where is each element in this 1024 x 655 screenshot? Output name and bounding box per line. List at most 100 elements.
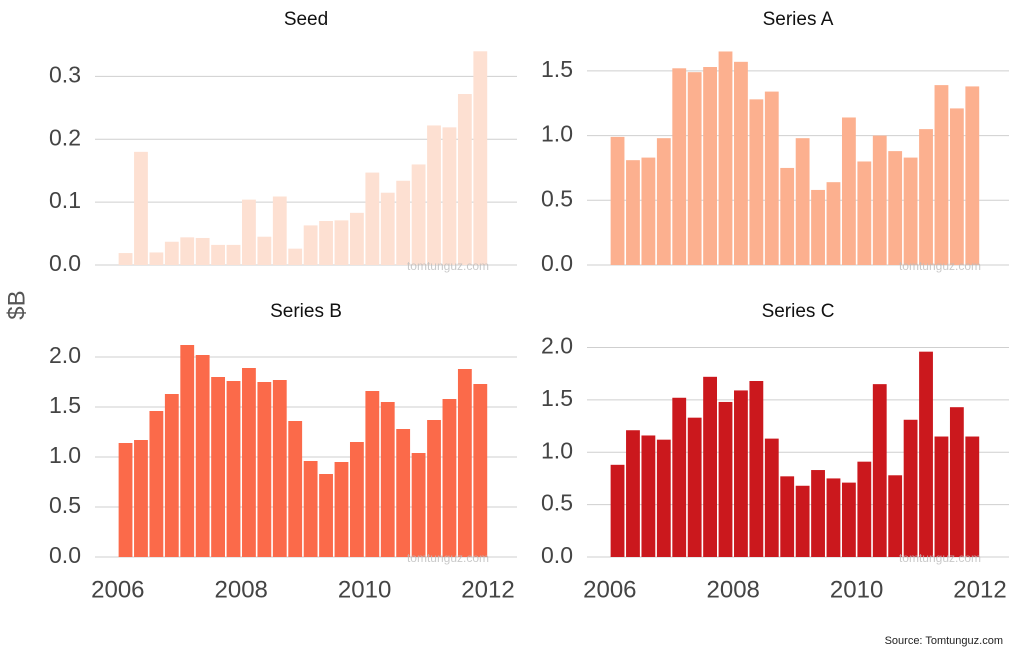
watermark: tomtunguz.com (407, 259, 489, 273)
bar (118, 443, 133, 557)
bar (610, 464, 625, 557)
bar (349, 442, 364, 557)
bar (272, 196, 287, 265)
bar (134, 151, 148, 265)
bar (764, 438, 779, 557)
x-tick-label: 2008 (707, 576, 760, 603)
bar (164, 241, 179, 265)
bar (795, 138, 810, 265)
watermark: tomtunguz.com (899, 259, 981, 273)
bar (257, 236, 272, 265)
bar (795, 485, 810, 557)
x-tick-label: 2006 (583, 576, 636, 603)
bar (149, 411, 164, 557)
bar (764, 91, 779, 266)
bar (841, 482, 856, 557)
bar (319, 474, 333, 557)
bar (334, 462, 349, 557)
bar (211, 244, 225, 265)
bar (903, 157, 918, 265)
y-tick-label: 0.0 (541, 542, 573, 568)
bar (872, 135, 887, 265)
y-tick-label: 0.5 (49, 492, 81, 518)
y-tick-label: 1.0 (49, 442, 81, 468)
y-tick-label: 1.5 (541, 56, 573, 82)
x-tick-label: 2012 (953, 576, 1006, 603)
bar (380, 192, 395, 265)
bar (427, 125, 441, 265)
y-axis-label: $B (3, 290, 30, 319)
bar (872, 384, 887, 557)
bar (888, 475, 903, 557)
bar (626, 430, 640, 557)
bar (903, 419, 918, 557)
y-tick-label: 0.0 (49, 250, 81, 276)
x-tick-label: 2010 (830, 576, 883, 603)
bar (303, 225, 318, 265)
bar (180, 237, 195, 265)
bar (656, 439, 671, 557)
bar (610, 136, 625, 265)
bar (380, 402, 395, 557)
bar (288, 421, 303, 557)
bar (349, 212, 364, 265)
y-tick-label: 0.3 (49, 62, 81, 88)
bar (226, 381, 241, 557)
bar (242, 199, 256, 265)
bar (288, 248, 303, 265)
panel-title: Series A (763, 9, 834, 30)
bar (780, 476, 795, 557)
bar (672, 397, 687, 557)
bar (949, 108, 964, 265)
bar (811, 189, 825, 265)
bar (195, 237, 210, 265)
bar (965, 436, 980, 557)
panel-title: Series C (762, 301, 835, 322)
watermark: tomtunguz.com (899, 551, 981, 565)
bar (934, 85, 949, 265)
bar (919, 129, 933, 265)
bar (841, 117, 856, 266)
bar (949, 407, 964, 557)
bar (457, 94, 472, 266)
bar (749, 99, 764, 266)
bar (195, 355, 210, 557)
bar (687, 72, 702, 265)
y-tick-label: 1.5 (49, 392, 81, 418)
bar (365, 172, 380, 265)
bar (703, 376, 717, 557)
bar (242, 368, 256, 557)
bar (656, 138, 671, 265)
bar (303, 461, 318, 557)
bar (396, 429, 411, 557)
bar (118, 253, 133, 265)
bar (149, 252, 164, 265)
y-tick-label: 1.0 (541, 121, 573, 147)
bar (811, 470, 825, 557)
bar (934, 436, 949, 557)
bar (473, 384, 488, 557)
x-tick-label: 2012 (461, 576, 514, 603)
bar (857, 461, 872, 557)
bar (473, 51, 488, 266)
bar (411, 453, 426, 557)
bar (919, 351, 933, 557)
bar (411, 164, 426, 265)
bar (826, 182, 841, 265)
bar (396, 180, 411, 265)
bar (703, 67, 717, 265)
y-tick-label: 0.2 (49, 124, 81, 150)
x-tick-label: 2008 (215, 576, 268, 603)
y-tick-label: 0.1 (49, 187, 81, 213)
bar (365, 391, 380, 557)
bar (134, 440, 148, 557)
y-tick-label: 0.5 (541, 185, 573, 211)
bar (687, 417, 702, 557)
source: Source: Tomtunguz.com (885, 635, 1003, 647)
bar (718, 51, 733, 266)
bar (641, 435, 656, 557)
bar (734, 61, 748, 265)
panel-title: Series B (270, 301, 342, 322)
bar (780, 167, 795, 265)
